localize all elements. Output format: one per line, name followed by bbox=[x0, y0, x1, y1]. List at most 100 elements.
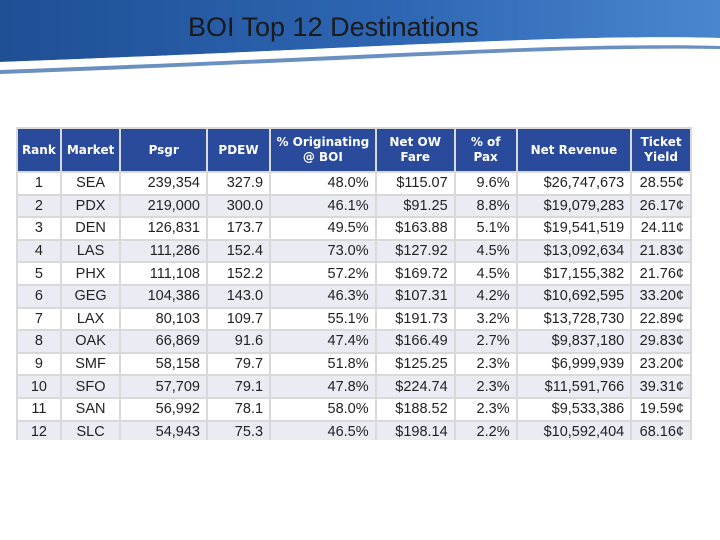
table-cell: $107.31 bbox=[376, 285, 454, 307]
table-cell: 73.0% bbox=[271, 240, 375, 262]
table-cell: 46.1% bbox=[271, 195, 375, 217]
table-cell: 2.3% bbox=[455, 398, 516, 420]
table-cell: 21.76¢ bbox=[632, 263, 690, 284]
table-cell: 109.7 bbox=[207, 308, 270, 330]
column-header: Net Revenue bbox=[517, 129, 631, 171]
table-cell: 51.8% bbox=[271, 353, 375, 375]
table-cell: 11 bbox=[18, 398, 60, 420]
table-cell: 104,386 bbox=[121, 285, 206, 307]
table-cell: $17,155,382 bbox=[517, 263, 631, 284]
table-cell: 2.3% bbox=[455, 353, 516, 375]
table-cell: $19,079,283 bbox=[517, 195, 631, 217]
table-cell: 300.0 bbox=[207, 195, 270, 217]
table-row: 12 SLC 54,943 75.3 46.5% $198.14 2.2% $10,592,4… bbox=[18, 421, 690, 440]
table-cell: 56,992 bbox=[121, 398, 206, 420]
table-cell: 54,943 bbox=[121, 421, 206, 440]
table-cell: 58.0% bbox=[271, 398, 375, 420]
table-cell: 3.2% bbox=[455, 308, 516, 330]
column-header: Psgr bbox=[121, 129, 206, 171]
table-cell: $163.88 bbox=[376, 218, 454, 239]
table-cell: 49.5% bbox=[271, 218, 375, 239]
table-cell: 78.1 bbox=[207, 398, 270, 420]
table-cell: $6,999,939 bbox=[517, 353, 631, 375]
table-cell: 2.2% bbox=[455, 421, 516, 440]
table-cell: SLC bbox=[61, 421, 120, 440]
table-cell: 4.5% bbox=[455, 263, 516, 284]
table-cell: SFO bbox=[61, 376, 120, 397]
table-header-row: Rank Market Psgr PDEW% Originating @ BOI Net… bbox=[18, 129, 690, 171]
table-cell: 19.59¢ bbox=[632, 398, 690, 420]
column-header: % Originating @ BOI bbox=[271, 129, 375, 171]
table-cell: 10 bbox=[18, 376, 60, 397]
header-swoosh-band bbox=[0, 0, 720, 74]
table-cell: 39.31¢ bbox=[632, 376, 690, 397]
table-row: 8 OAK 66,869 91.6 47.4% $166.49 2.7% $9,837,180… bbox=[18, 331, 690, 352]
table-cell: 7 bbox=[18, 308, 60, 330]
table-cell: 239,354 bbox=[121, 173, 206, 194]
table-row: 3 DEN 126,831 173.7 49.5% $163.88 5.1% $19,541,… bbox=[18, 218, 690, 239]
table-row: 10 SFO 57,709 79.1 47.8% $224.74 2.3% $11,591,7… bbox=[18, 376, 690, 397]
table-cell: 111,108 bbox=[121, 263, 206, 284]
table-cell: $198.14 bbox=[376, 421, 454, 440]
table-cell: 3 bbox=[18, 218, 60, 239]
table-cell: 46.3% bbox=[271, 285, 375, 307]
table-cell: LAS bbox=[61, 240, 120, 262]
destinations-table-container: Rank Market Psgr PDEW% Originating @ BOI Net… bbox=[16, 127, 692, 440]
table-cell: 68.16¢ bbox=[632, 421, 690, 440]
table-cell: 12 bbox=[18, 421, 60, 440]
table-cell: $125.25 bbox=[376, 353, 454, 375]
table-row: 2 PDX 219,000 300.0 46.1% $91.25 8.8% $19,079,2… bbox=[18, 195, 690, 217]
table-cell: $115.07 bbox=[376, 173, 454, 194]
table-cell: 29.83¢ bbox=[632, 331, 690, 352]
table-cell: $13,728,730 bbox=[517, 308, 631, 330]
table-cell: 2.3% bbox=[455, 376, 516, 397]
table-cell: 219,000 bbox=[121, 195, 206, 217]
table-cell: 9.6% bbox=[455, 173, 516, 194]
column-header: % of Pax bbox=[455, 129, 516, 171]
table-row: 6 GEG 104,386 143.0 46.3% $107.31 4.2% $10,692,… bbox=[18, 285, 690, 307]
table-cell: 79.7 bbox=[207, 353, 270, 375]
table-cell: 173.7 bbox=[207, 218, 270, 239]
table-cell: 6 bbox=[18, 285, 60, 307]
table-cell: $19,541,519 bbox=[517, 218, 631, 239]
table-cell: 57.2% bbox=[271, 263, 375, 284]
table-cell: DEN bbox=[61, 218, 120, 239]
table-cell: 28.55¢ bbox=[632, 173, 690, 194]
table-cell: 143.0 bbox=[207, 285, 270, 307]
table-cell: 4.2% bbox=[455, 285, 516, 307]
table-cell: $9,533,386 bbox=[517, 398, 631, 420]
table-cell: 79.1 bbox=[207, 376, 270, 397]
table-cell: PHX bbox=[61, 263, 120, 284]
table-cell: 2.7% bbox=[455, 331, 516, 352]
table-cell: 4.5% bbox=[455, 240, 516, 262]
table-cell: 8 bbox=[18, 331, 60, 352]
table-cell: 80,103 bbox=[121, 308, 206, 330]
table-cell: 33.20¢ bbox=[632, 285, 690, 307]
table-cell: SMF bbox=[61, 353, 120, 375]
table-cell: $91.25 bbox=[376, 195, 454, 217]
column-header: Rank bbox=[18, 129, 60, 171]
table-cell: 22.89¢ bbox=[632, 308, 690, 330]
table-cell: 23.20¢ bbox=[632, 353, 690, 375]
table-cell: 91.6 bbox=[207, 331, 270, 352]
table-cell: 152.4 bbox=[207, 240, 270, 262]
table-cell: 47.4% bbox=[271, 331, 375, 352]
column-header: Market bbox=[61, 129, 120, 171]
table-cell: 66,869 bbox=[121, 331, 206, 352]
table-cell: 75.3 bbox=[207, 421, 270, 440]
table-cell: 152.2 bbox=[207, 263, 270, 284]
table-cell: OAK bbox=[61, 331, 120, 352]
table-cell: 57,709 bbox=[121, 376, 206, 397]
table-cell: GEG bbox=[61, 285, 120, 307]
table-cell: $10,592,404 bbox=[517, 421, 631, 440]
slide-title: BOI Top 12 Destinations bbox=[188, 12, 479, 42]
table-cell: 8.8% bbox=[455, 195, 516, 217]
table-cell: 5.1% bbox=[455, 218, 516, 239]
table-cell: PDX bbox=[61, 195, 120, 217]
table-body: 1 SEA 239,354 327.9 48.0% $115.07 9.6% $26,747,… bbox=[18, 173, 690, 440]
table-cell: 2 bbox=[18, 195, 60, 217]
table-cell: $166.49 bbox=[376, 331, 454, 352]
table-cell: 327.9 bbox=[207, 173, 270, 194]
table-cell: $127.92 bbox=[376, 240, 454, 262]
table-cell: 21.83¢ bbox=[632, 240, 690, 262]
